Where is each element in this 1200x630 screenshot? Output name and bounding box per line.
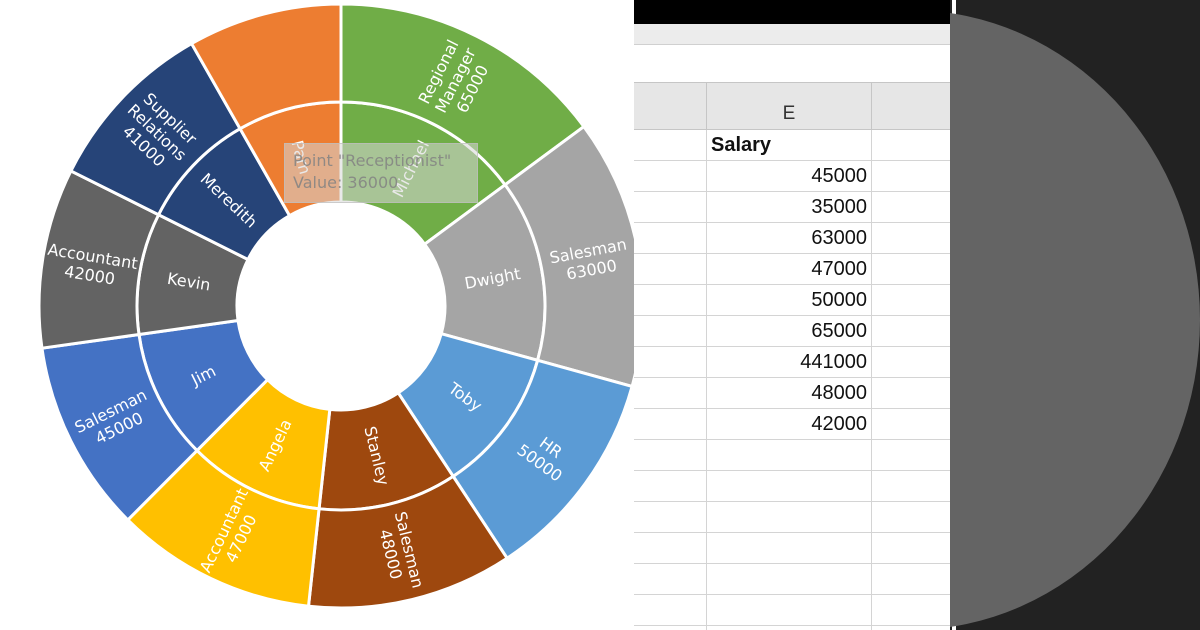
salary-cell[interactable]: 63000 — [811, 227, 867, 249]
grid-line — [706, 130, 707, 630]
grid-line — [634, 284, 950, 285]
tooltip-value-line: Value: 36000 — [293, 173, 399, 192]
grid-line — [634, 532, 950, 533]
salary-header-cell[interactable]: Salary — [711, 134, 772, 156]
decorative-panel — [950, 0, 1200, 630]
tooltip-point-line: Point "Receptionist" — [293, 151, 452, 170]
grid-line — [634, 191, 950, 192]
grid-line — [634, 160, 950, 161]
ribbon-gap — [634, 45, 950, 83]
salary-cell[interactable]: 42000 — [811, 413, 867, 435]
decorative-disc — [950, 10, 1200, 630]
grid-line — [634, 594, 950, 595]
grid-line — [634, 253, 950, 254]
outer-segment-pam[interactable] — [189, 2, 343, 131]
salary-cell[interactable]: 47000 — [811, 258, 867, 280]
grid-line — [634, 470, 950, 471]
salary-cell[interactable]: 48000 — [811, 382, 867, 404]
grid-line — [634, 408, 950, 409]
grid-line — [634, 346, 950, 347]
grid-line — [634, 222, 950, 223]
grid-line — [634, 315, 950, 316]
spreadsheet-pane: E Salary 45000 35000 63000 47000 50000 6… — [634, 0, 950, 630]
grid-line — [634, 625, 950, 626]
salary-cell[interactable]: 45000 — [811, 165, 867, 187]
salary-cell[interactable]: 65000 — [811, 320, 867, 342]
sunburst-chart: MichaelRegionalManager65000DwightSalesma… — [37, 2, 634, 610]
salary-cell[interactable]: 441000 — [800, 351, 867, 373]
grid-line — [634, 377, 950, 378]
sheet-title-bar — [634, 0, 950, 24]
chart-tooltip: Point "Receptionist" Value: 36000 — [284, 143, 478, 203]
cell-grid[interactable]: Salary 45000 35000 63000 47000 50000 650… — [634, 130, 950, 630]
sunburst-chart-area: MichaelRegionalManager65000DwightSalesma… — [37, 2, 634, 610]
salary-cell[interactable]: 35000 — [811, 196, 867, 218]
grid-line — [634, 501, 950, 502]
formula-bar[interactable] — [634, 24, 950, 45]
column-header-row: E — [634, 83, 950, 130]
grid-line — [634, 563, 950, 564]
salary-cell[interactable]: 50000 — [811, 289, 867, 311]
grid-line — [871, 130, 872, 630]
column-header-e[interactable]: E — [706, 83, 872, 129]
grid-line — [634, 439, 950, 440]
